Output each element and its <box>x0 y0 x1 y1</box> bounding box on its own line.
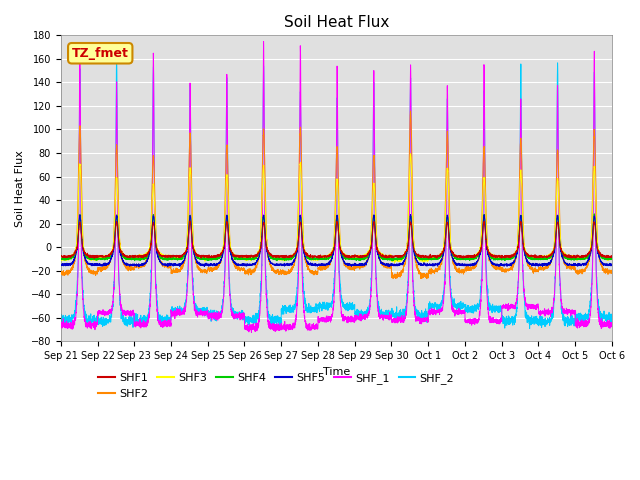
SHF_1 <box>492 318 499 324</box>
Line: SHF1: SHF1 <box>61 221 612 258</box>
SHF1 <box>429 253 437 259</box>
X-axis label: Time: Time <box>323 367 350 376</box>
SHF_1 <box>607 320 615 325</box>
SHF2 <box>406 108 414 114</box>
Line: SHF3: SHF3 <box>61 154 612 263</box>
SHF1 <box>316 254 324 260</box>
SHF2 <box>389 276 397 282</box>
SHF_2 <box>113 60 120 65</box>
SHF3 <box>607 256 615 262</box>
Line: SHF_2: SHF_2 <box>61 62 612 329</box>
SHF1 <box>57 253 65 259</box>
SHF5 <box>492 263 499 268</box>
SHF3 <box>57 255 65 261</box>
SHF5 <box>385 264 393 270</box>
SHF4 <box>316 256 324 262</box>
SHF2 <box>156 256 164 262</box>
SHF1 <box>460 254 468 260</box>
SHF4 <box>608 256 616 262</box>
SHF4 <box>429 256 437 262</box>
SHF4 <box>607 256 615 262</box>
SHF2 <box>608 270 616 276</box>
SHF_2 <box>492 307 499 313</box>
SHF_1 <box>460 310 468 316</box>
SHF4 <box>591 211 598 216</box>
SHF5 <box>406 212 414 217</box>
Line: SHF_1: SHF_1 <box>61 41 612 333</box>
SHF4 <box>460 256 468 262</box>
SHF4 <box>388 258 396 264</box>
SHF5 <box>460 262 468 268</box>
SHF_1 <box>316 317 324 323</box>
SHF1 <box>608 254 616 260</box>
SHF_1 <box>156 322 164 328</box>
SHF3 <box>608 257 616 263</box>
SHF5 <box>316 263 324 268</box>
SHF2 <box>316 266 324 272</box>
SHF3 <box>429 256 437 262</box>
SHF3 <box>460 256 468 262</box>
SHF1 <box>90 255 98 261</box>
SHF2 <box>460 269 468 275</box>
SHF2 <box>429 269 437 275</box>
SHF4 <box>156 253 164 259</box>
SHF3 <box>391 260 399 266</box>
SHF5 <box>607 261 615 267</box>
Text: TZ_fmet: TZ_fmet <box>72 47 129 60</box>
Y-axis label: Soil Heat Flux: Soil Heat Flux <box>15 150 25 227</box>
SHF5 <box>429 262 437 268</box>
SHF_2 <box>57 316 65 322</box>
SHF1 <box>156 252 164 258</box>
SHF4 <box>492 256 499 262</box>
SHF3 <box>316 254 324 260</box>
SHF5 <box>156 258 164 264</box>
Legend: SHF1, SHF2, SHF3, SHF4, SHF5, SHF_1, SHF_2: SHF1, SHF2, SHF3, SHF4, SHF5, SHF_1, SHF… <box>94 369 459 403</box>
Title: Soil Heat Flux: Soil Heat Flux <box>284 15 389 30</box>
SHF3 <box>492 253 499 259</box>
Line: SHF5: SHF5 <box>61 215 612 267</box>
SHF1 <box>492 255 499 261</box>
SHF2 <box>607 270 615 276</box>
SHF_2 <box>526 326 534 332</box>
SHF_2 <box>429 303 437 309</box>
SHF_1 <box>608 322 616 327</box>
SHF_2 <box>607 315 615 321</box>
SHF_1 <box>248 330 255 336</box>
Line: SHF4: SHF4 <box>61 214 612 261</box>
Line: SHF2: SHF2 <box>61 111 612 279</box>
SHF5 <box>608 263 616 268</box>
SHF2 <box>492 266 499 272</box>
SHF4 <box>57 255 65 261</box>
SHF_2 <box>316 304 324 310</box>
SHF2 <box>57 270 65 276</box>
SHF3 <box>156 249 164 255</box>
SHF1 <box>607 253 615 259</box>
SHF_2 <box>156 312 164 318</box>
SHF5 <box>57 262 65 267</box>
SHF_1 <box>260 38 268 44</box>
SHF1 <box>186 218 194 224</box>
SHF_1 <box>429 312 437 317</box>
SHF_2 <box>460 302 468 308</box>
SHF_2 <box>608 312 616 318</box>
SHF3 <box>406 151 414 156</box>
SHF_1 <box>57 322 65 327</box>
